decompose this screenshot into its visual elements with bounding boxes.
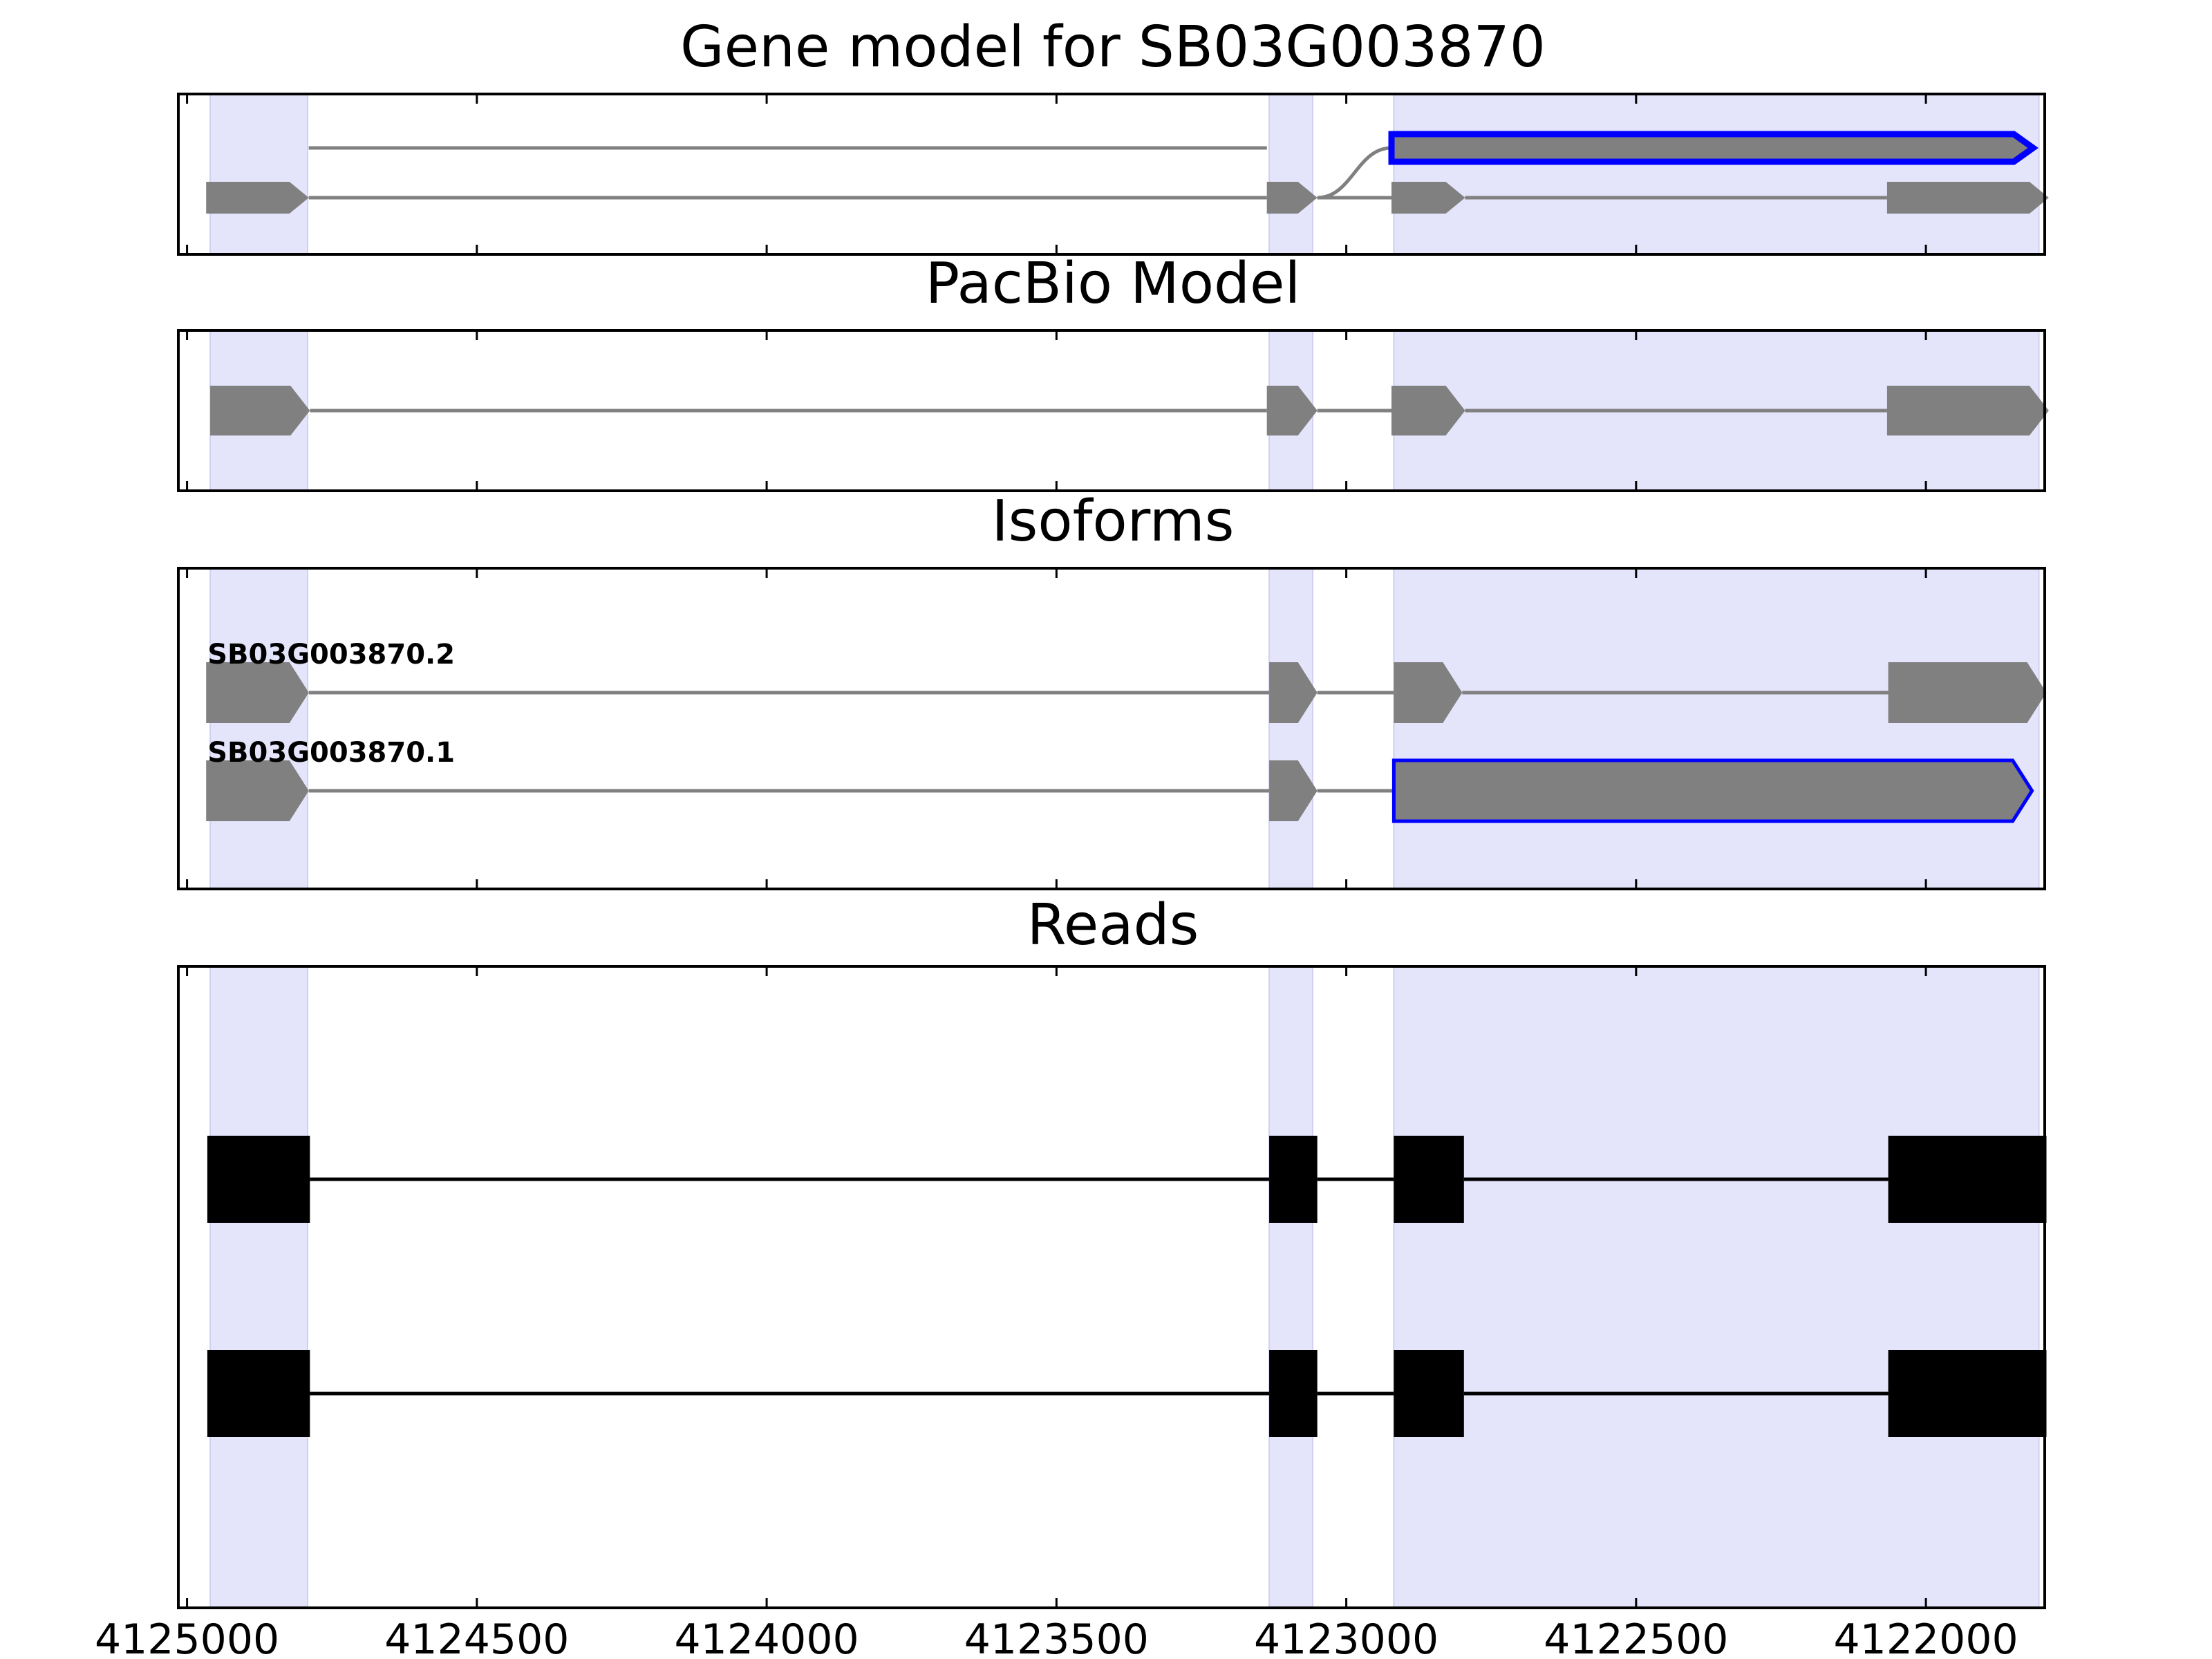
exon bbox=[206, 760, 309, 821]
isoform-label: SB03G003870.1 bbox=[207, 737, 455, 769]
x-tick-label: 4123000 bbox=[1254, 1615, 1438, 1659]
x-tick-label: 4122500 bbox=[1544, 1615, 1728, 1659]
shaded-region-0 bbox=[209, 93, 308, 255]
exon bbox=[1888, 662, 2047, 723]
shaded-region-2 bbox=[1393, 966, 2040, 1609]
shaded-region-1 bbox=[1268, 93, 1313, 255]
read-block bbox=[1888, 1136, 2047, 1223]
panel-title: Gene model for SB03G003870 bbox=[680, 15, 1546, 80]
exon-highlighted bbox=[1391, 758, 2034, 823]
shaded-region-0 bbox=[209, 568, 308, 890]
exon bbox=[1269, 662, 1318, 723]
track-0: SB03G003870.2 bbox=[206, 639, 2047, 723]
track-1 bbox=[206, 182, 2049, 214]
exon bbox=[206, 182, 309, 214]
exon bbox=[1269, 760, 1318, 821]
exon bbox=[210, 386, 310, 435]
x-tick-label: 4124000 bbox=[674, 1615, 859, 1659]
panel-title: PacBio Model bbox=[926, 251, 1301, 317]
track-0 bbox=[210, 386, 2049, 435]
read-block bbox=[1269, 1136, 1318, 1223]
x-tick-label: 4125000 bbox=[95, 1615, 279, 1659]
exon bbox=[1391, 182, 1465, 214]
read-block bbox=[207, 1350, 310, 1437]
x-tick-label: 4123500 bbox=[964, 1615, 1149, 1659]
axes-frame bbox=[177, 329, 2046, 492]
read-block bbox=[1888, 1350, 2047, 1437]
panel-gene-model: PacBio Model bbox=[177, 251, 2049, 492]
exon bbox=[206, 662, 309, 723]
exon bbox=[1394, 662, 1463, 723]
exon bbox=[1391, 386, 1465, 435]
x-tick-label: 4124500 bbox=[384, 1615, 569, 1659]
panel-title: Isoforms bbox=[992, 489, 1235, 554]
shaded-region-0 bbox=[209, 966, 308, 1609]
shaded-region-2 bbox=[1393, 93, 2040, 255]
track-0 bbox=[308, 131, 2038, 200]
exon-highlighted bbox=[1388, 131, 2038, 165]
exon bbox=[1266, 182, 1318, 214]
read-block bbox=[1394, 1350, 1464, 1437]
track-1 bbox=[207, 1350, 2047, 1437]
shaded-region-1 bbox=[1268, 568, 1313, 890]
intron-connector bbox=[1317, 146, 1392, 200]
panel-isoforms: SB03G003870.2 SB03G003870.1 Isoforms bbox=[177, 489, 2047, 890]
read-block bbox=[1269, 1350, 1318, 1437]
x-tick-label: 4122000 bbox=[1833, 1615, 2018, 1659]
axes-frame bbox=[177, 93, 2046, 256]
axes-frame bbox=[177, 965, 2046, 1609]
panels-layer: Gene model for SB03G003870 PacBio Model SB… bbox=[95, 15, 2049, 1659]
isoform-label: SB03G003870.2 bbox=[207, 639, 455, 671]
shaded-region-1 bbox=[1268, 966, 1313, 1609]
shaded-region-2 bbox=[1393, 568, 2040, 890]
read-block bbox=[1394, 1136, 1464, 1223]
panel-gene-model: Gene model for SB03G003870 bbox=[177, 15, 2049, 256]
exon bbox=[1266, 386, 1318, 435]
panel-reads: Reads bbox=[177, 892, 2047, 1609]
exon bbox=[1886, 182, 2049, 214]
panel-title: Reads bbox=[1027, 892, 1199, 958]
track-1: SB03G003870.1 bbox=[206, 737, 2034, 823]
track-0 bbox=[207, 1136, 2047, 1223]
axes-frame bbox=[177, 567, 2046, 890]
read-block bbox=[207, 1136, 310, 1223]
exon bbox=[1886, 386, 2049, 435]
